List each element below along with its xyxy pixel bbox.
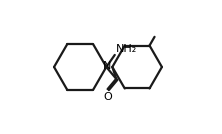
Text: N: N — [103, 61, 112, 71]
Text: NH₂: NH₂ — [115, 44, 137, 54]
Text: O: O — [103, 92, 112, 102]
